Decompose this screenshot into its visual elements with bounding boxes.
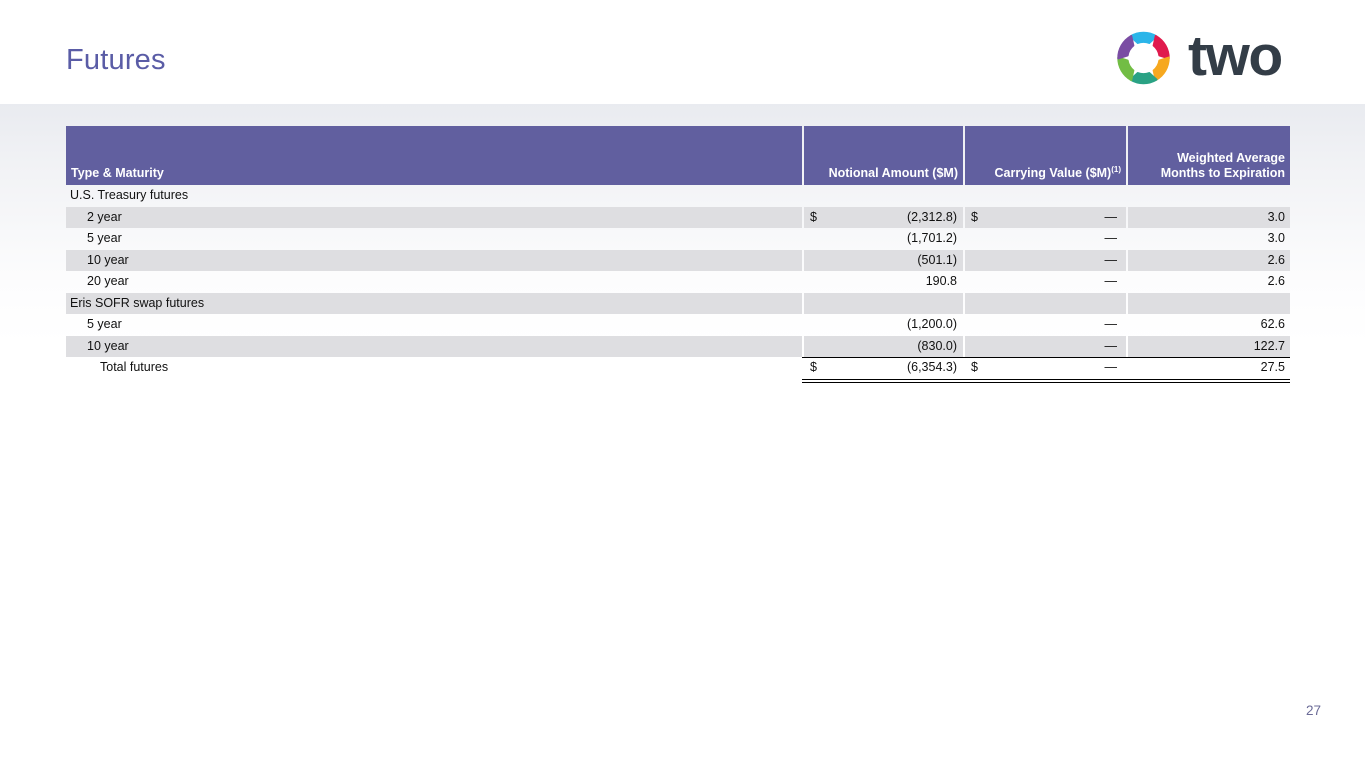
table-row-5-year: 5 year (1,701.2) — 3.0 <box>66 228 1290 250</box>
cell-months: 2.6 <box>1128 249 1290 271</box>
cell-months: 3.0 <box>1128 206 1290 228</box>
cell-months: 2.6 <box>1267 274 1285 288</box>
cell-type: 10 year <box>66 335 802 357</box>
column-header-weighted-average: Weighted Average Months to Expiration <box>1128 126 1290 185</box>
table-row-20-year: 20 year 190.8 — 2.6 <box>66 271 1290 293</box>
cell-notional: (1,701.2) <box>906 231 957 245</box>
cell-notional: $ (6,354.3) <box>810 360 957 374</box>
cell-carrying: — <box>1104 317 1118 331</box>
cell-months: 122.7 <box>1128 335 1290 357</box>
logo: two <box>1112 23 1283 92</box>
header-band <box>0 0 1365 104</box>
futures-table: Type & Maturity Notional Amount ($M) Car… <box>66 126 1290 383</box>
cell-type: 2 year <box>66 206 802 228</box>
cell-type: 5 year <box>87 231 122 245</box>
cell-type: Total futures <box>100 360 169 374</box>
cell-type: Eris SOFR swap futures <box>66 292 802 314</box>
table-row-eris-5-year: 5 year (1,200.0) — 62.6 <box>66 314 1290 336</box>
cell-carrying <box>965 185 1126 207</box>
cell-type: 10 year <box>66 249 802 271</box>
cell-notional: 190.8 <box>925 274 957 288</box>
cell-months: 62.6 <box>1260 317 1285 331</box>
cell-months <box>1128 292 1290 314</box>
cell-carrying: — <box>965 335 1126 357</box>
cell-type: U.S. Treasury futures <box>70 188 189 202</box>
table-header-row: Type & Maturity Notional Amount ($M) Car… <box>66 126 1290 185</box>
cell-type: 5 year <box>87 317 122 331</box>
cell-notional <box>804 292 963 314</box>
table-row-eris-10-year: 10 year (830.0) — 122.7 <box>66 335 1290 357</box>
column-header-type-maturity: Type & Maturity <box>66 126 802 185</box>
table-row-section-us-treasury: U.S. Treasury futures <box>66 185 1290 207</box>
total-row-double-underline <box>802 379 1290 383</box>
cell-notional: $ (2,312.8) <box>804 206 963 228</box>
cell-months <box>1128 185 1290 207</box>
footnote-marker: (1) <box>1111 164 1121 174</box>
cell-notional <box>804 185 963 207</box>
cell-notional: (501.1) <box>804 249 963 271</box>
logo-wordmark: two <box>1188 23 1283 88</box>
column-header-notional-amount: Notional Amount ($M) <box>804 126 963 185</box>
cell-months: 27.5 <box>1260 360 1285 374</box>
cell-carrying: — <box>965 249 1126 271</box>
cell-carrying <box>965 292 1126 314</box>
cell-carrying: $ — <box>971 360 1117 374</box>
cell-type: 20 year <box>87 274 129 288</box>
page-title: Futures <box>66 44 166 76</box>
total-row-top-rule <box>802 356 1290 358</box>
cell-carrying: — <box>1104 274 1118 288</box>
cell-months: 3.0 <box>1267 231 1285 245</box>
table-row-10-year: 10 year (501.1) — 2.6 <box>66 249 1290 271</box>
cell-notional: (1,200.0) <box>906 317 957 331</box>
table-row-total-futures: Total futures $ (6,354.3) $ — 27.5 <box>66 357 1290 379</box>
table-row-2-year: 2 year $ (2,312.8) $ — 3.0 <box>66 206 1290 228</box>
cell-notional: (830.0) <box>804 335 963 357</box>
table-row-section-eris-sofr: Eris SOFR swap futures <box>66 292 1290 314</box>
column-header-carrying-value: Carrying Value ($M)(1) <box>965 126 1126 185</box>
cell-carrying: $ — <box>965 206 1126 228</box>
cell-carrying: — <box>1104 231 1118 245</box>
two-harbors-star-icon <box>1117 31 1170 85</box>
page-number: 27 <box>1306 703 1322 718</box>
